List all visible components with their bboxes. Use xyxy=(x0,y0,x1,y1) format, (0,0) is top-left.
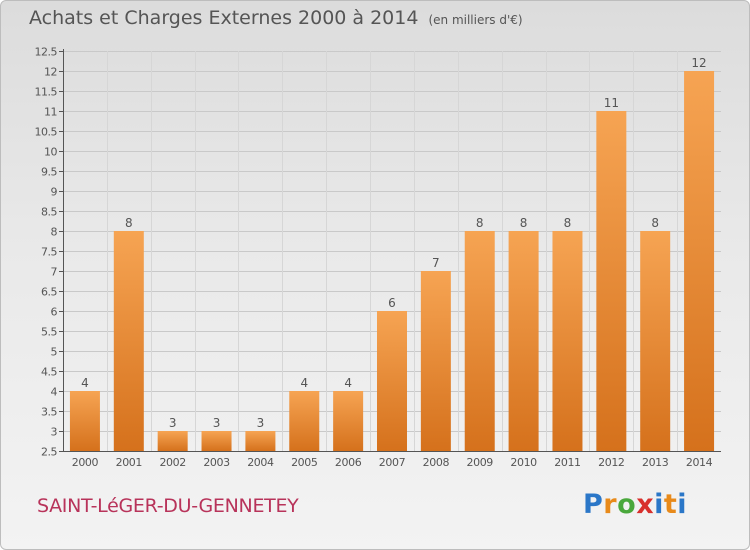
bar xyxy=(245,431,276,451)
chart-title: Achats et Charges Externes 2000 à 2014 xyxy=(29,7,419,29)
x-tick-label: 2006 xyxy=(335,456,362,469)
y-tick-label: 12.5 xyxy=(35,46,58,59)
y-tick-label: 8.5 xyxy=(41,206,57,219)
bar xyxy=(640,231,671,451)
bar xyxy=(464,231,495,451)
bar xyxy=(69,391,100,451)
y-tick-label: 6.5 xyxy=(41,286,57,299)
data-label: 4 xyxy=(300,376,308,390)
logo-letter: x xyxy=(636,489,655,520)
y-tick-label: 10 xyxy=(44,146,57,159)
y-tick-label: 3.5 xyxy=(41,406,57,419)
y-tick-label: 8 xyxy=(51,226,58,239)
bar xyxy=(596,111,627,451)
x-tick-label: 2004 xyxy=(247,456,274,469)
bar xyxy=(157,431,188,451)
y-tick-label: 10.5 xyxy=(35,126,58,139)
axis-layer xyxy=(59,49,721,452)
data-label: 8 xyxy=(125,216,133,230)
title-row: Achats et Charges Externes 2000 à 2014 (e… xyxy=(29,7,523,29)
label-layer: 2.5 3 3.5 4 4.5 5 5.5 6 6.5 7 7.5 8 8.5 9 9.5 10 10.5 11 1… xyxy=(35,46,714,470)
bar xyxy=(508,231,539,451)
data-label: 3 xyxy=(213,416,221,430)
data-label: 7 xyxy=(432,256,440,270)
x-tick-label: 2014 xyxy=(686,456,713,469)
data-label: 4 xyxy=(81,376,89,390)
y-tick-label: 4 xyxy=(51,386,58,399)
y-tick-label: 9 xyxy=(51,186,58,199)
data-label: 4 xyxy=(344,376,352,390)
y-tick-label: 5.5 xyxy=(41,326,57,339)
logo-letter: t xyxy=(663,489,678,520)
logo-letter: P xyxy=(583,489,604,520)
x-tick-label: 2000 xyxy=(72,456,99,469)
x-tick-label: 2012 xyxy=(598,456,624,469)
y-tick-label: 12 xyxy=(44,66,57,79)
commune-name: SAINT-LéGER-DU-GENNETEY xyxy=(37,495,299,517)
bar xyxy=(333,391,364,451)
bar-layer xyxy=(69,71,715,451)
x-tick-label: 2009 xyxy=(467,456,494,469)
bar xyxy=(684,71,715,451)
bar xyxy=(420,271,451,451)
data-label: 3 xyxy=(257,416,265,430)
data-label: 6 xyxy=(388,296,396,310)
bar xyxy=(201,431,232,451)
x-tick-label: 2010 xyxy=(510,456,537,469)
logo-letter: i xyxy=(677,489,688,520)
logo-letter: i xyxy=(654,489,664,520)
logo-letter: o xyxy=(617,489,637,520)
chart-subtitle: (en milliers d'€) xyxy=(428,13,523,27)
proxiti-logo[interactable]: Proxiti xyxy=(583,489,687,520)
data-label: 8 xyxy=(564,216,572,230)
logo-letter: r xyxy=(603,489,618,520)
y-tick-label: 4.5 xyxy=(41,366,57,379)
data-label: 3 xyxy=(169,416,177,430)
x-tick-label: 2003 xyxy=(203,456,230,469)
x-tick-label: 2011 xyxy=(554,456,580,469)
y-tick-label: 6 xyxy=(51,306,58,319)
y-tick-label: 9.5 xyxy=(41,166,57,179)
x-tick-label: 2008 xyxy=(423,456,450,469)
data-label: 11 xyxy=(604,96,619,110)
x-tick-label: 2002 xyxy=(159,456,185,469)
bar xyxy=(552,231,583,451)
x-tick-label: 2005 xyxy=(291,456,318,469)
y-tick-label: 11.5 xyxy=(35,86,58,99)
x-tick-label: 2007 xyxy=(379,456,406,469)
bar xyxy=(377,311,407,451)
y-tick-label: 2.5 xyxy=(41,446,57,459)
x-tick-label: 2001 xyxy=(116,456,142,469)
bar xyxy=(289,391,320,451)
y-tick-label: 7 xyxy=(51,266,58,279)
y-tick-label: 3 xyxy=(51,426,58,439)
x-tick-label: 2013 xyxy=(642,456,669,469)
data-label: 12 xyxy=(691,56,706,70)
y-tick-label: 5 xyxy=(51,346,58,359)
y-tick-label: 7.5 xyxy=(41,246,57,259)
data-label: 8 xyxy=(476,216,484,230)
y-tick-label: 11 xyxy=(44,106,57,119)
bar xyxy=(113,231,144,451)
data-label: 8 xyxy=(520,216,528,230)
data-label: 8 xyxy=(651,216,659,230)
